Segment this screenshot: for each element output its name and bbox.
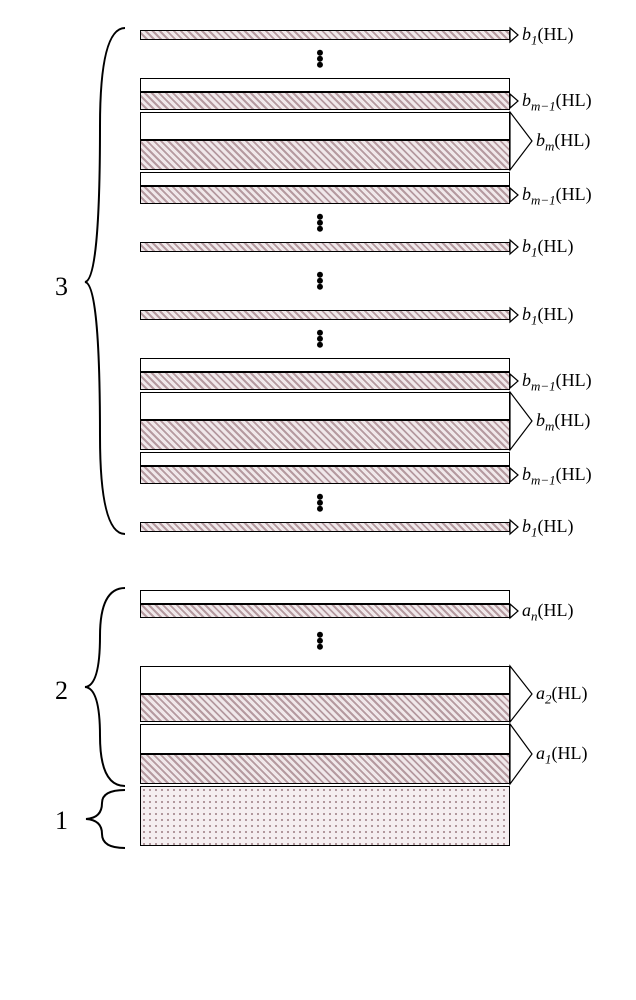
- layer-r2_a2_p: [140, 666, 510, 694]
- layer-u2_b1b: [140, 522, 510, 532]
- layer-u2_bm1_b: [140, 466, 510, 484]
- label-u1_b1: b1(HL): [522, 24, 573, 49]
- layer-r2_a1_p: [140, 724, 510, 754]
- layer-r1_sub: [140, 786, 510, 846]
- vdots-4: •••: [310, 494, 330, 512]
- layer-u2_bm1_t_p: [140, 358, 510, 372]
- label-u2_bm1_t: bm−1(HL): [522, 370, 592, 395]
- label-u2_b1: b1(HL): [522, 304, 573, 329]
- label-u1_b1b: b1(HL): [522, 236, 573, 261]
- brace-region-1: [80, 788, 130, 852]
- layer-u2_bm1_b_p: [140, 452, 510, 466]
- layer-r2_an: [140, 604, 510, 618]
- layer-u1_bm1_b: [140, 186, 510, 204]
- brace-region-2: [80, 586, 130, 790]
- layer-u1_bm_p: [140, 112, 510, 140]
- label-u2_b1b: b1(HL): [522, 516, 573, 541]
- vdots-5: •••: [310, 632, 330, 650]
- layer-r2_a1: [140, 754, 510, 784]
- label-u1_bm_h: bm(HL): [536, 130, 590, 155]
- layer-u2_bm1_t: [140, 372, 510, 390]
- layer-stack-diagram: 3 2 1 b1(HL) bm−1(HL) bm(HL) bm−1(HL) b1(HL)…: [20, 20, 616, 980]
- region-3-label: 3: [55, 272, 68, 302]
- layer-r2_an_p: [140, 590, 510, 604]
- vdots-0: •••: [310, 50, 330, 68]
- layer-u1_b1b: [140, 242, 510, 252]
- layer-r2_a2: [140, 694, 510, 722]
- label-r2_an: an(HL): [522, 600, 573, 625]
- brace-region-3: [80, 26, 130, 538]
- label-u1_bm1_b: bm−1(HL): [522, 184, 592, 209]
- layer-u1_bm1_b_p: [140, 172, 510, 186]
- vdots-2: •••: [310, 272, 330, 290]
- vdots-3: •••: [310, 330, 330, 348]
- region-1-label: 1: [55, 806, 68, 836]
- layer-u1_bm1_t_p: [140, 78, 510, 92]
- vdots-1: •••: [310, 214, 330, 232]
- layer-u1_bm_h: [140, 140, 510, 170]
- region-2-label: 2: [55, 676, 68, 706]
- label-r2_a1: a1(HL): [536, 743, 587, 768]
- label-u2_bm1_b: bm−1(HL): [522, 464, 592, 489]
- layer-u2_b1: [140, 310, 510, 320]
- layer-u1_bm1_t: [140, 92, 510, 110]
- label-u1_bm1_t: bm−1(HL): [522, 90, 592, 115]
- label-r2_a2: a2(HL): [536, 683, 587, 708]
- layer-u2_bm_p: [140, 392, 510, 420]
- layer-u1_b1: [140, 30, 510, 40]
- layer-u2_bm_h: [140, 420, 510, 450]
- label-u2_bm_h: bm(HL): [536, 410, 590, 435]
